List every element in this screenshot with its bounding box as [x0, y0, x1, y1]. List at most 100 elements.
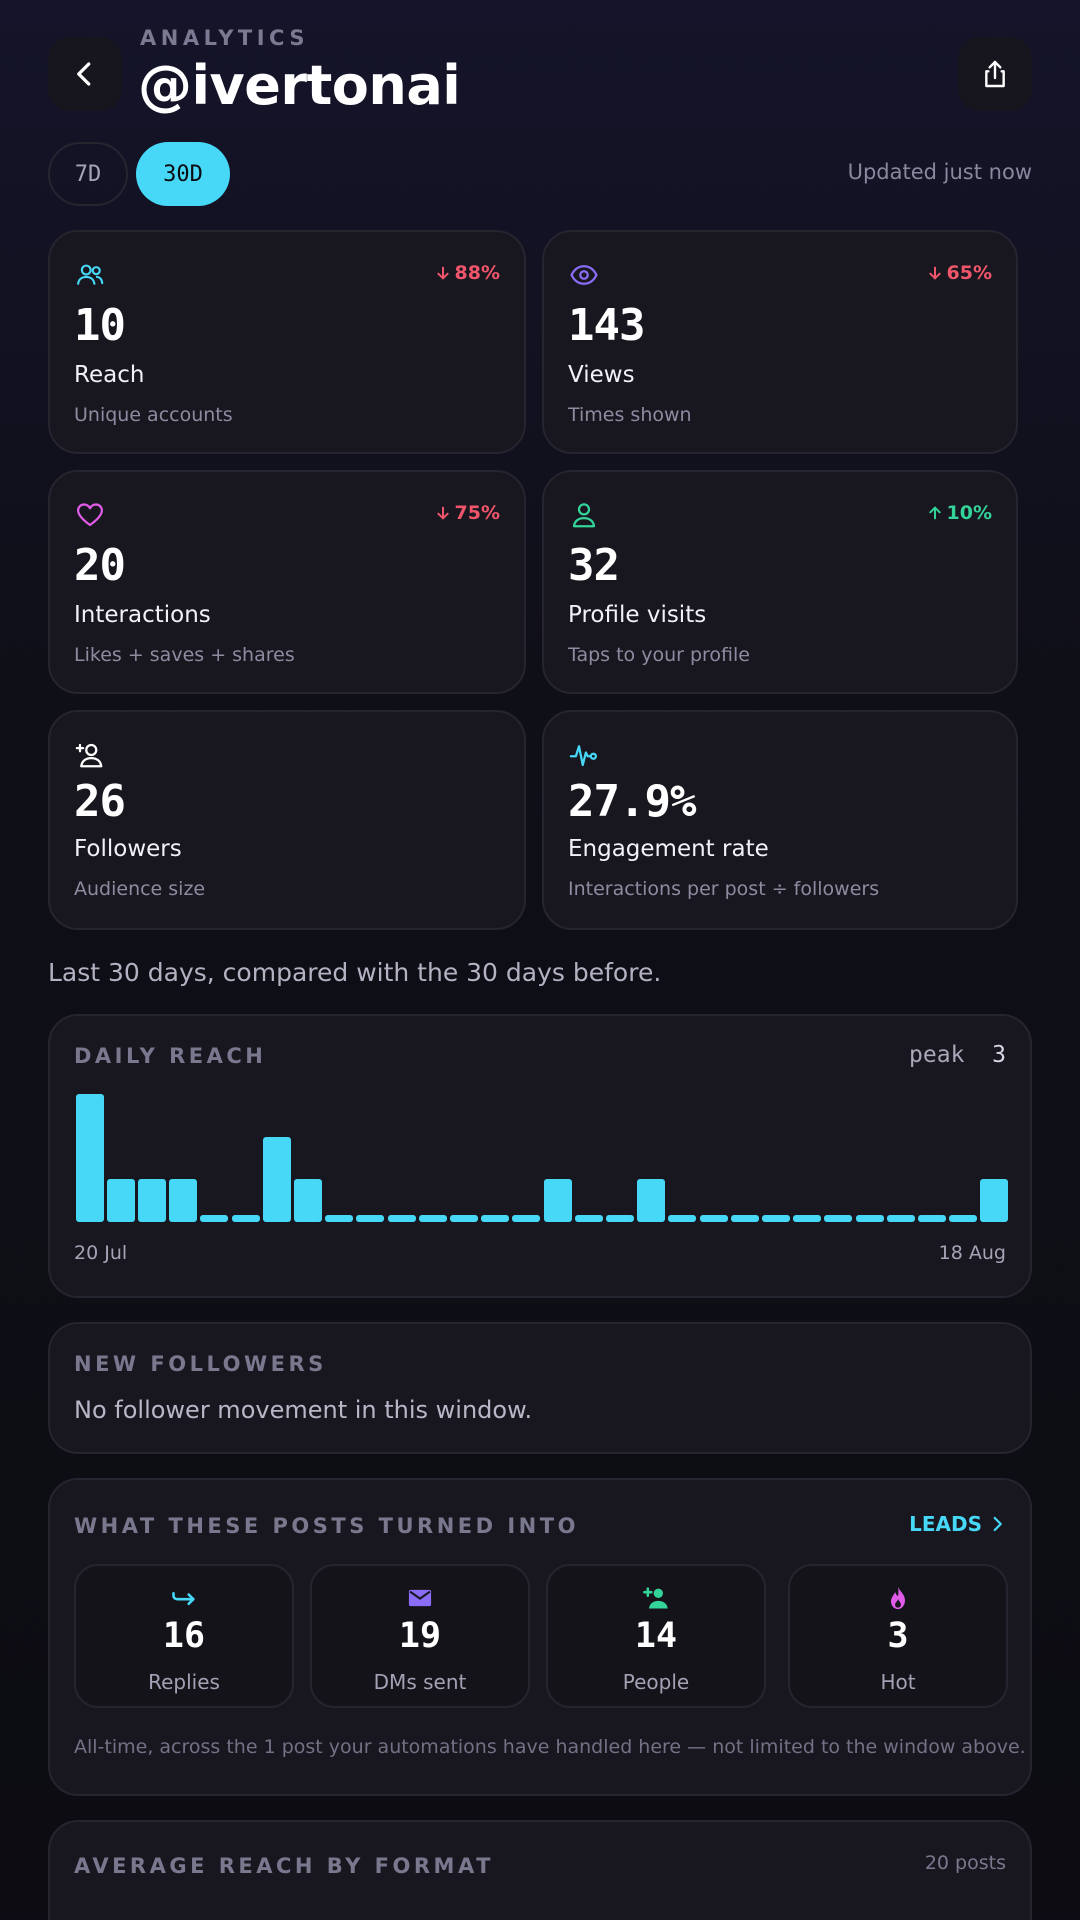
back-button[interactable]	[48, 37, 122, 111]
chevron-right-icon	[993, 1516, 1002, 1532]
delta-value: 10%	[946, 502, 992, 524]
daily-reach-bar	[793, 1215, 821, 1222]
daily-reach-bar	[606, 1215, 634, 1222]
stat-description: Taps to your profile	[568, 644, 750, 666]
stat-description: Unique accounts	[74, 404, 233, 426]
outcome-tile-people[interactable]: 14 People	[546, 1564, 766, 1708]
eye-icon	[570, 265, 598, 285]
users-icon	[77, 264, 104, 285]
leads-link[interactable]: LEADS	[909, 1512, 1006, 1536]
delta-value: 88%	[454, 262, 500, 284]
daily-reach-bar	[263, 1137, 291, 1222]
user-icon	[572, 503, 596, 528]
daily-reach-bars	[74, 1094, 1010, 1222]
stat-card-views[interactable]: 65% 143 Views Times shown	[542, 230, 1018, 454]
stat-card-interactions[interactable]: 75% 20 Interactions Likes + saves + shar…	[48, 470, 526, 694]
stat-description: Audience size	[74, 878, 206, 900]
x-axis-end-label: 18 Aug	[938, 1242, 1006, 1264]
daily-reach-bar	[76, 1094, 104, 1222]
format-card: AVERAGE REACH BY FORMAT 20 posts	[48, 1820, 1032, 1920]
activity-icon	[569, 745, 597, 767]
stat-description: Interactions per post ÷ followers	[568, 878, 880, 900]
daily-reach-bar	[107, 1179, 135, 1222]
stat-value: 10	[74, 300, 126, 351]
stat-card-profile-visits[interactable]: 10% 32 Profile visits Taps to your profi…	[542, 470, 1018, 694]
stat-value: 32	[568, 540, 620, 591]
section-title: WHAT THESE POSTS TURNED INTO	[74, 1514, 579, 1538]
daily-reach-bar	[762, 1215, 790, 1222]
new-followers-card: NEW FOLLOWERS No follower movement in th…	[48, 1322, 1032, 1454]
tile-value: 14	[634, 1616, 678, 1656]
peak-label: peak	[909, 1042, 965, 1068]
stat-label: Interactions	[74, 602, 211, 628]
daily-reach-bar	[138, 1179, 166, 1222]
daily-reach-bar	[575, 1215, 603, 1222]
daily-reach-bar	[731, 1215, 759, 1222]
daily-reach-bar	[200, 1215, 228, 1222]
stat-label: Engagement rate	[568, 836, 769, 862]
flame-icon	[891, 1586, 905, 1610]
empty-state-text: No follower movement in this window.	[74, 1396, 533, 1424]
peak-value: 3	[992, 1042, 1006, 1068]
delta-badge: 75%	[435, 502, 500, 524]
stat-value: 27.9%	[568, 776, 696, 827]
stat-card-reach[interactable]: 88% 10 Reach Unique accounts	[48, 230, 526, 454]
delta-badge: 65%	[927, 262, 992, 284]
range-7d-button[interactable]: 7D	[48, 142, 128, 206]
daily-reach-bar	[887, 1215, 915, 1222]
share-button[interactable]	[958, 37, 1032, 111]
stat-label: Profile visits	[568, 602, 707, 628]
delta-value: 65%	[946, 262, 992, 284]
reply-icon	[172, 1592, 195, 1606]
stat-value: 143	[568, 300, 645, 351]
arrow-down-icon	[928, 266, 941, 280]
arrow-down-icon	[436, 266, 449, 280]
daily-reach-card: DAILY REACH peak 3 20 Jul 18 Aug	[48, 1014, 1032, 1298]
person-add-icon	[643, 1587, 668, 1609]
tile-label: Hot	[880, 1670, 916, 1694]
stat-label: Views	[568, 362, 635, 388]
daily-reach-bar	[637, 1179, 665, 1222]
daily-reach-bar	[949, 1215, 977, 1222]
outcome-tile-replies[interactable]: 16 Replies	[74, 1564, 294, 1708]
stat-value: 26	[74, 776, 126, 827]
posts-count: 20 posts	[924, 1852, 1006, 1874]
updated-status: Updated just now	[847, 160, 1032, 184]
daily-reach-bar	[356, 1215, 384, 1222]
daily-reach-bar	[388, 1215, 416, 1222]
stat-label: Reach	[74, 362, 145, 388]
daily-reach-bar	[325, 1215, 353, 1222]
tile-value: 3	[887, 1616, 909, 1656]
section-title: AVERAGE REACH BY FORMAT	[74, 1854, 494, 1878]
tile-value: 16	[162, 1616, 206, 1656]
tile-label: People	[622, 1670, 690, 1694]
heart-icon	[77, 503, 103, 527]
tile-label: DMs sent	[373, 1670, 467, 1694]
daily-reach-bar	[668, 1215, 696, 1222]
daily-reach-bar	[232, 1215, 260, 1222]
stat-card-followers[interactable]: 26 Followers Audience size	[48, 710, 526, 930]
outcome-tile-dms[interactable]: 19 DMs sent	[310, 1564, 530, 1708]
chevron-left-icon	[77, 62, 91, 86]
delta-badge: 10%	[927, 502, 992, 524]
daily-reach-bar	[169, 1179, 197, 1222]
share-icon	[985, 60, 1005, 88]
peak-readout: peak 3	[909, 1042, 1006, 1068]
mail-icon	[408, 1589, 432, 1607]
outcome-tile-hot[interactable]: 3 Hot	[788, 1564, 1008, 1708]
stat-description: Times shown	[568, 404, 692, 426]
daily-reach-bar	[419, 1215, 447, 1222]
x-axis-start-label: 20 Jul	[74, 1242, 128, 1264]
stat-description: Likes + saves + shares	[74, 644, 295, 666]
daily-reach-bar	[294, 1179, 322, 1222]
daily-reach-bar	[700, 1215, 728, 1222]
arrow-down-icon	[436, 506, 449, 520]
outcomes-footnote: All-time, across the 1 post your automat…	[74, 1736, 1026, 1758]
page-title: @ivertonai	[138, 54, 461, 117]
stat-value: 20	[74, 540, 126, 591]
daily-reach-bar	[856, 1215, 884, 1222]
range-30d-button[interactable]: 30D	[136, 142, 230, 206]
daily-reach-bar	[481, 1215, 509, 1222]
stat-card-engagement-rate[interactable]: 27.9% Engagement rate Interactions per p…	[542, 710, 1018, 930]
leads-link-label: LEADS	[909, 1512, 982, 1536]
